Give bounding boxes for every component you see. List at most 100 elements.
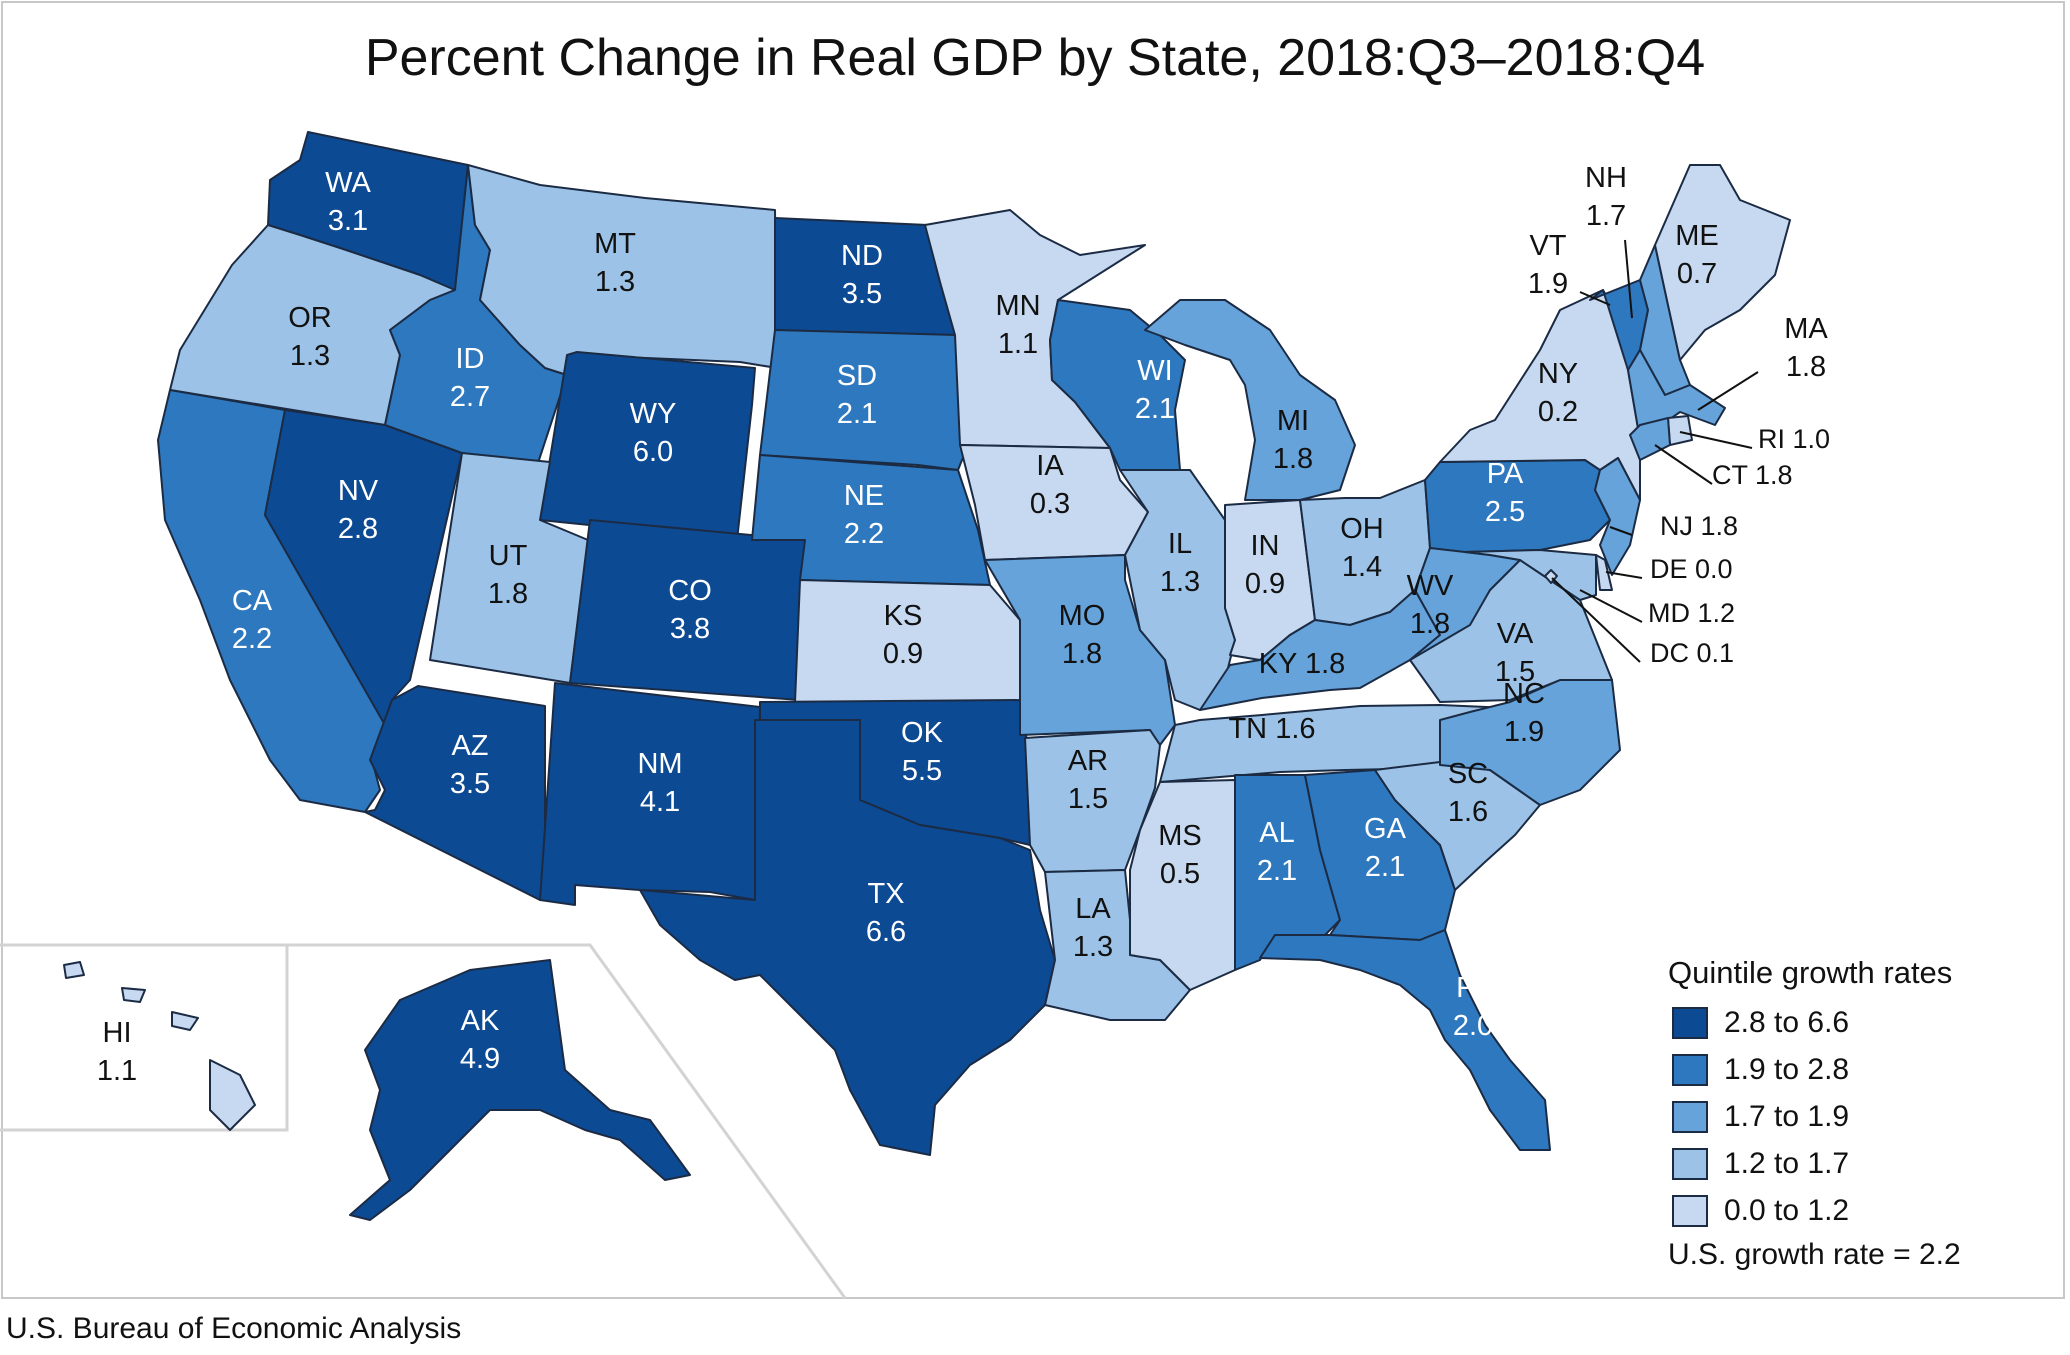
state-value-nv: 2.8 <box>338 513 378 545</box>
state-shape-de[interactable] <box>1595 554 1613 591</box>
state-value-ne: 2.2 <box>844 518 884 550</box>
state-abbr-oh: OH <box>1340 513 1384 545</box>
state-label-ks: KS 0.9 <box>883 600 923 670</box>
state-value-md: 1.2 <box>1698 598 1736 628</box>
state-value-il: 1.3 <box>1160 566 1200 598</box>
state-abbr-ct: CT <box>1712 460 1755 490</box>
state-shape-ak[interactable] <box>349 959 691 1221</box>
state-shape-ky[interactable] <box>1199 589 1441 711</box>
state-value-in: 0.9 <box>1245 568 1285 600</box>
legend-item: 0.0 to 1.2 <box>1668 1187 2058 1234</box>
state-shape-co[interactable] <box>569 519 806 701</box>
state-shape-fl[interactable] <box>1259 929 1551 1151</box>
state-label-me: ME 0.7 <box>1675 220 1719 290</box>
legend-title: Quintile growth rates <box>1668 955 1953 990</box>
state-abbr-fl: FL <box>1456 972 1490 1004</box>
state-label-nm: NM 4.1 <box>637 748 682 818</box>
state-value-hi: 1.1 <box>97 1055 137 1087</box>
state-shape-mi[interactable] <box>1144 299 1356 501</box>
legend-swatch <box>1672 1147 1708 1180</box>
state-value-mt: 1.3 <box>595 266 635 298</box>
leader-lines <box>1551 239 1759 663</box>
state-label-pa: PA 2.5 <box>1485 458 1525 528</box>
state-shape-hi-kauai[interactable] <box>63 961 85 979</box>
state-value-ak: 4.9 <box>460 1043 500 1075</box>
state-label-ne: NE 2.2 <box>844 480 884 550</box>
state-value-vt: 1.9 <box>1528 268 1568 300</box>
state-label-oh: OH 1.4 <box>1340 513 1384 583</box>
state-label-sd: SD 2.1 <box>837 360 877 430</box>
state-label-ma: MA 1.8 <box>1784 313 1828 383</box>
state-abbr-or: OR <box>288 302 332 334</box>
state-label-nc: NC 1.9 <box>1503 678 1545 748</box>
state-label-la: LA 1.3 <box>1073 893 1113 963</box>
state-abbr-nd: ND <box>841 240 883 272</box>
state-value-id: 2.7 <box>450 381 490 413</box>
legend-label: 2.8 to 6.6 <box>1724 1005 1850 1039</box>
state-abbr-hi: HI <box>103 1017 132 1049</box>
state-value-dc: 0.1 <box>1697 638 1735 668</box>
state-label-in: IN 0.9 <box>1245 530 1285 600</box>
state-value-nc: 1.9 <box>1504 716 1544 748</box>
state-value-ar: 1.5 <box>1068 783 1108 815</box>
state-label-al: AL 2.1 <box>1257 817 1297 887</box>
state-abbr-dc: DC <box>1650 638 1697 668</box>
state-label-ny: NY 0.2 <box>1538 358 1578 428</box>
state-abbr-ms: MS <box>1158 820 1202 852</box>
leader-line-de <box>1605 571 1643 579</box>
state-abbr-wv: WV <box>1407 570 1454 602</box>
state-abbr-mn: MN <box>995 290 1040 322</box>
state-label-vt: VT 1.9 <box>1528 230 1568 300</box>
state-abbr-az: AZ <box>451 730 488 762</box>
state-value-wv: 1.8 <box>1410 608 1450 640</box>
state-shape-hi-oahu[interactable] <box>121 987 146 1003</box>
state-abbr-nv: NV <box>338 475 379 507</box>
leader-line-nj <box>1609 526 1633 536</box>
legend-item: 2.8 to 6.6 <box>1668 999 2058 1046</box>
state-label-wa: WA 3.1 <box>325 167 371 237</box>
legend-label: 1.7 to 1.9 <box>1724 1099 1850 1133</box>
legend-item: 1.7 to 1.9 <box>1668 1093 2058 1140</box>
legend-swatch <box>1672 1194 1708 1227</box>
state-abbr-il: IL <box>1168 528 1192 560</box>
state-shape-ri[interactable] <box>1667 415 1693 446</box>
state-shape-hi-bigisland[interactable] <box>209 1059 256 1131</box>
state-shape-az[interactable] <box>364 685 546 901</box>
state-value-ia: 0.3 <box>1030 488 1070 520</box>
state-abbr-la: LA <box>1075 893 1111 925</box>
state-value-sd: 2.1 <box>837 398 877 430</box>
leader-line-md <box>1579 589 1643 623</box>
state-value-pa: 2.5 <box>1485 496 1525 528</box>
state-shape-hi-maui[interactable] <box>171 1011 199 1031</box>
state-value-nj: 1.8 <box>1701 511 1739 541</box>
state-value-az: 3.5 <box>450 768 490 800</box>
state-abbr-mo: MO <box>1059 600 1106 632</box>
state-value-ga: 2.1 <box>1365 851 1405 883</box>
state-shape-me[interactable] <box>1654 164 1791 361</box>
state-shape-nc[interactable] <box>1439 679 1621 806</box>
state-label-wy: WY 6.0 <box>630 398 677 468</box>
state-shape-nj[interactable] <box>1594 457 1641 576</box>
state-value-wi: 2.1 <box>1135 393 1175 425</box>
state-abbr-tx: TX <box>867 878 904 910</box>
state-shape-dc[interactable] <box>1544 569 1558 584</box>
legend: Quintile growth rates 2.8 to 6.6 1.9 to 2… <box>1668 955 2058 1272</box>
state-value-nh: 1.7 <box>1586 200 1626 232</box>
state-label-co: CO 3.8 <box>668 575 712 645</box>
state-label-sc: SC 1.6 <box>1448 758 1488 828</box>
state-label-ak: AK 4.9 <box>460 1005 500 1075</box>
state-abbr-al: AL <box>1259 817 1294 849</box>
state-abbr-mt: MT <box>594 228 636 260</box>
state-label-nh: NH 1.7 <box>1585 162 1627 232</box>
state-value-tx: 6.6 <box>866 916 906 948</box>
state-value-oh: 1.4 <box>1342 551 1382 583</box>
state-abbr-pa: PA <box>1487 458 1524 490</box>
legend-item: 1.2 to 1.7 <box>1668 1140 2058 1187</box>
state-abbr-me: ME <box>1675 220 1719 252</box>
state-label-dc: DC 0.1 <box>1650 638 1734 668</box>
state-abbr-ak: AK <box>461 1005 500 1037</box>
state-value-ny: 0.2 <box>1538 396 1578 428</box>
state-label-ia: IA 0.3 <box>1030 450 1070 520</box>
state-shape-tx[interactable] <box>639 719 1056 1156</box>
